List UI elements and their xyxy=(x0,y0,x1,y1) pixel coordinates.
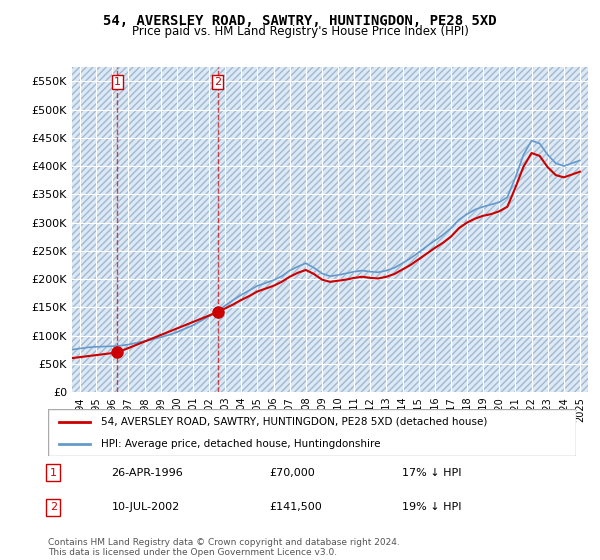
Text: Price paid vs. HM Land Registry's House Price Index (HPI): Price paid vs. HM Land Registry's House … xyxy=(131,25,469,38)
FancyBboxPatch shape xyxy=(48,409,576,456)
Text: 1: 1 xyxy=(114,77,121,87)
Text: £141,500: £141,500 xyxy=(270,502,323,512)
Text: 1: 1 xyxy=(50,468,57,478)
Text: 2: 2 xyxy=(214,77,221,87)
Text: 17% ↓ HPI: 17% ↓ HPI xyxy=(402,468,461,478)
Text: £70,000: £70,000 xyxy=(270,468,316,478)
Text: 54, AVERSLEY ROAD, SAWTRY, HUNTINGDON, PE28 5XD: 54, AVERSLEY ROAD, SAWTRY, HUNTINGDON, P… xyxy=(103,14,497,28)
Text: 54, AVERSLEY ROAD, SAWTRY, HUNTINGDON, PE28 5XD (detached house): 54, AVERSLEY ROAD, SAWTRY, HUNTINGDON, P… xyxy=(101,417,487,427)
Text: 10-JUL-2002: 10-JUL-2002 xyxy=(112,502,179,512)
Text: 2: 2 xyxy=(50,502,57,512)
Text: HPI: Average price, detached house, Huntingdonshire: HPI: Average price, detached house, Hunt… xyxy=(101,438,380,449)
Text: 26-APR-1996: 26-APR-1996 xyxy=(112,468,183,478)
Text: 19% ↓ HPI: 19% ↓ HPI xyxy=(402,502,461,512)
Text: Contains HM Land Registry data © Crown copyright and database right 2024.
This d: Contains HM Land Registry data © Crown c… xyxy=(48,538,400,557)
